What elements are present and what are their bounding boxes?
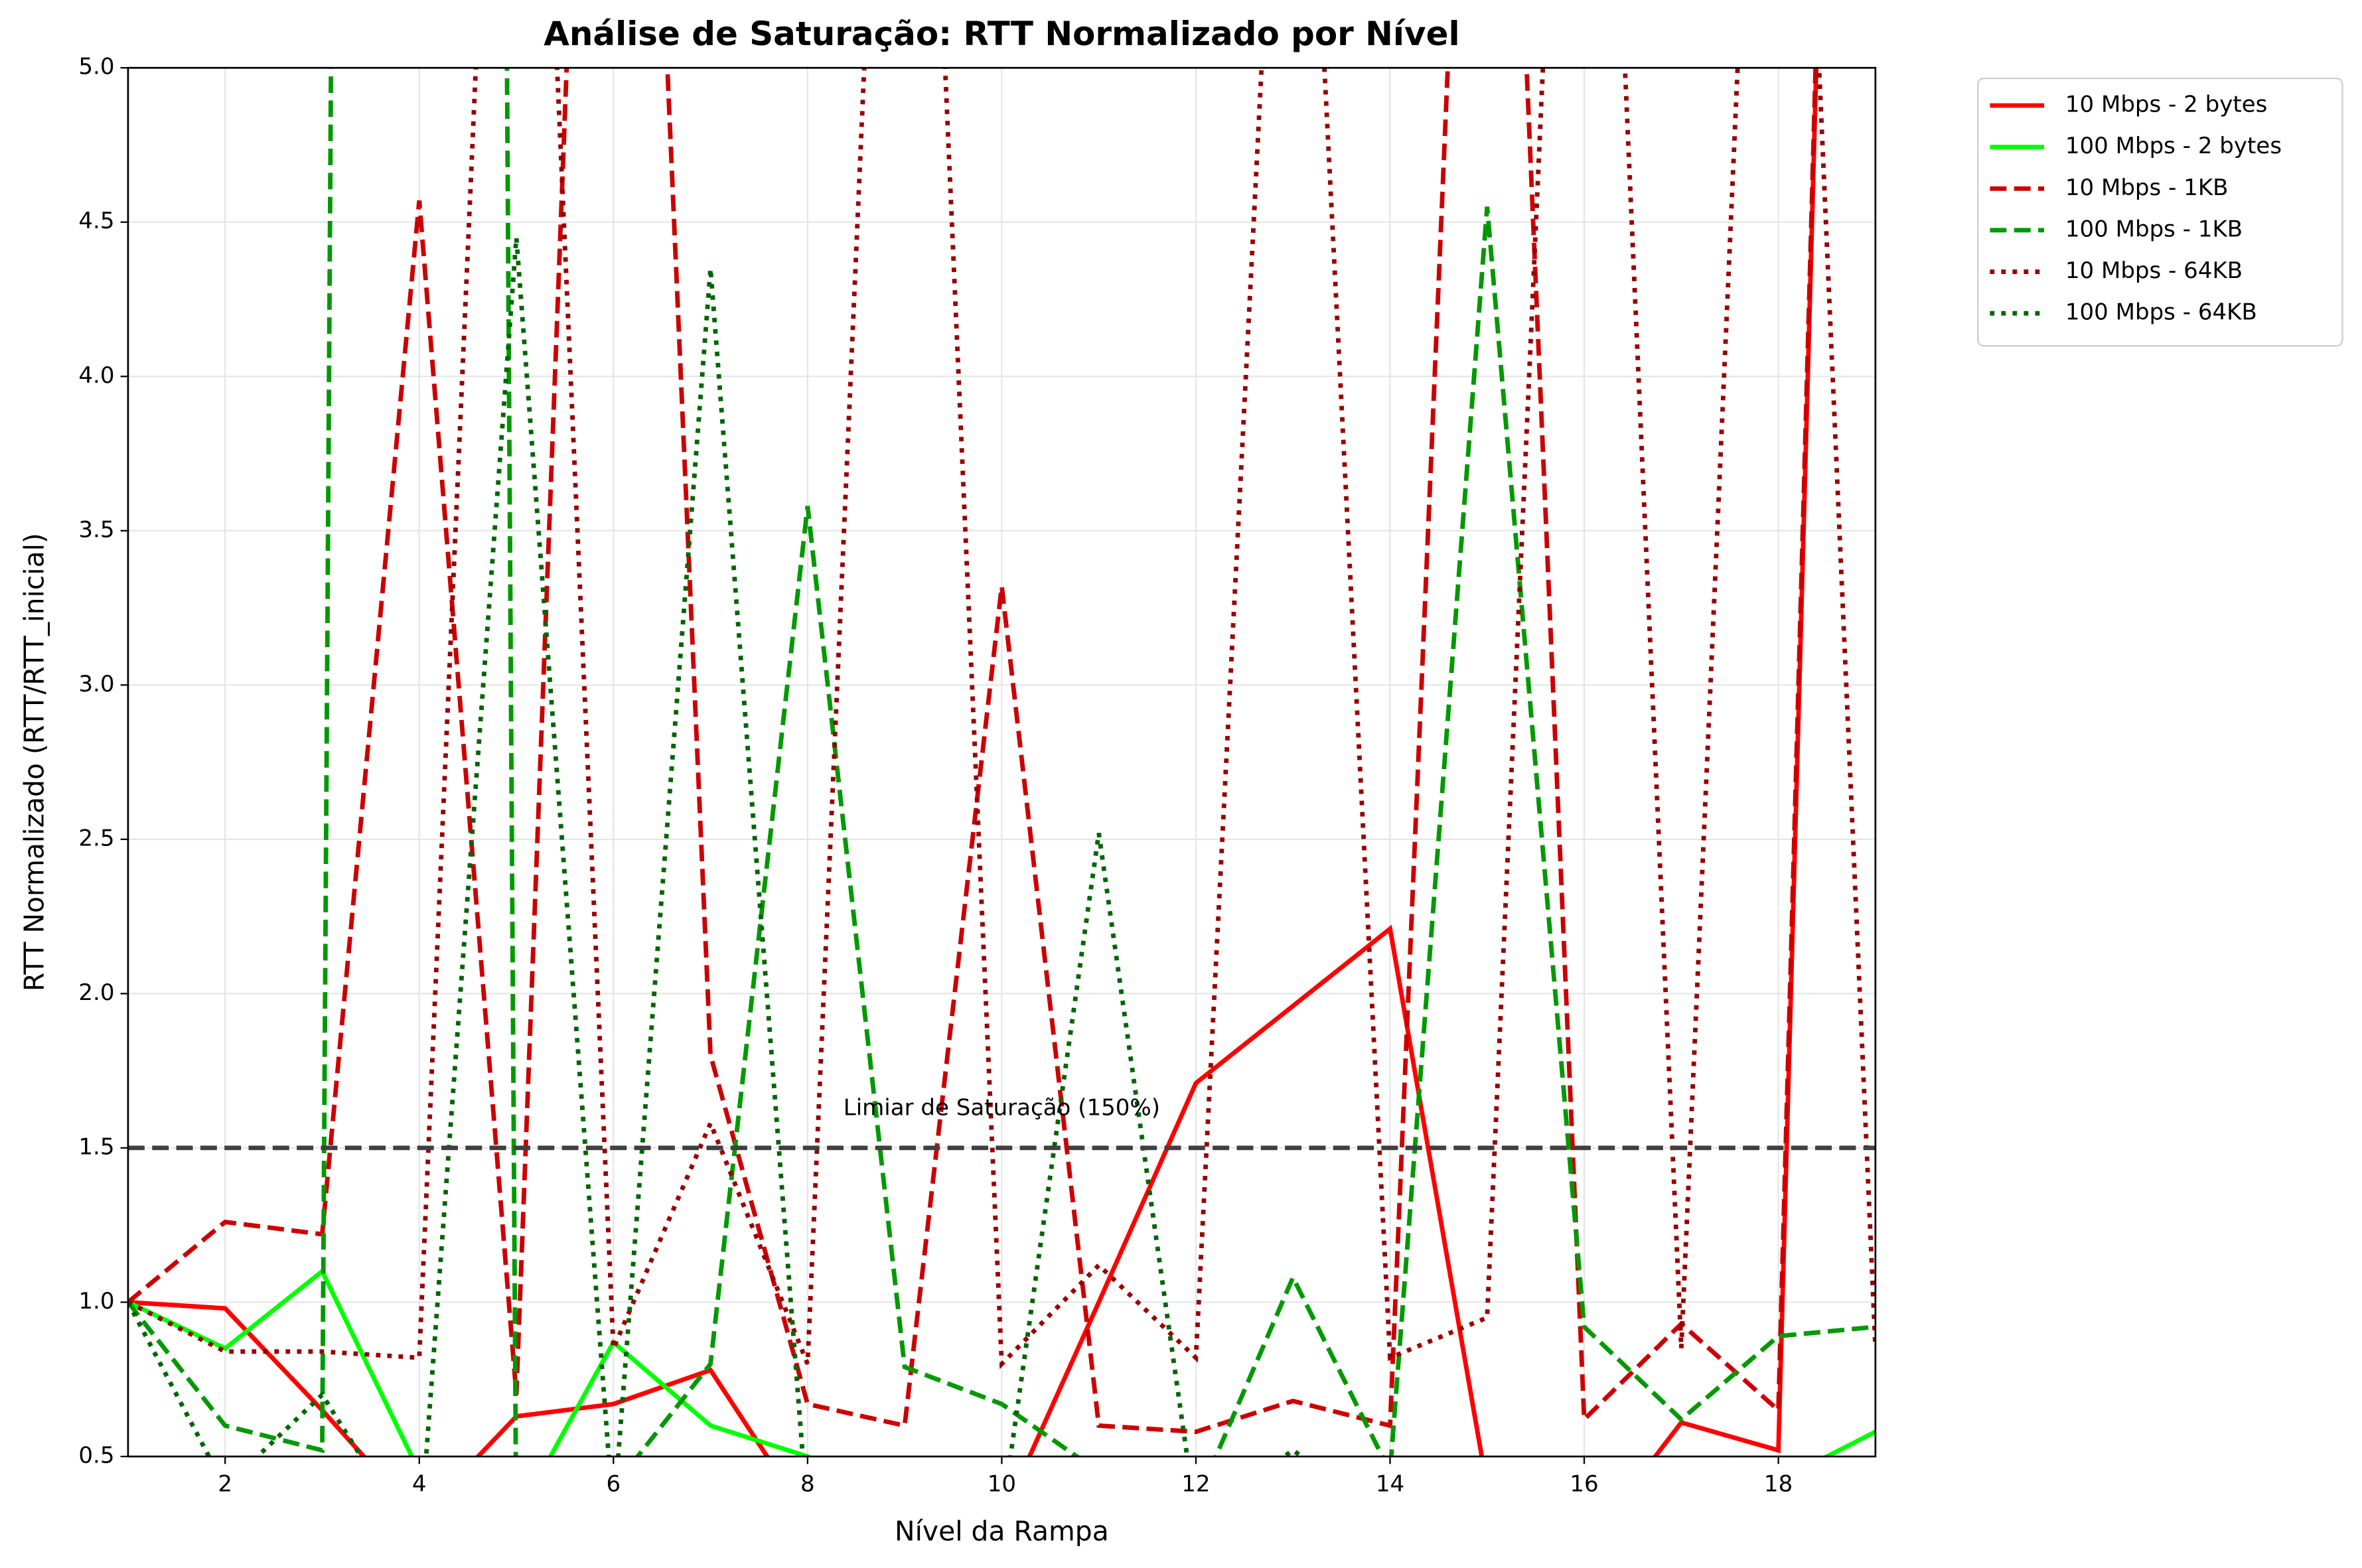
y-tick-label: 4.0 (78, 362, 114, 389)
legend-box (1977, 77, 2343, 347)
x-tick-label: 14 (1376, 1471, 1404, 1498)
plot-frame (127, 66, 1877, 1458)
x-tick-label: 4 (412, 1471, 427, 1498)
series-line (127, 68, 1876, 1370)
x-tick-label: 16 (1570, 1471, 1598, 1498)
x-tick-label: 2 (218, 1471, 232, 1498)
y-tick-label: 0.5 (78, 1442, 114, 1468)
legend-label: 100 Mbps - 1KB (2065, 216, 2243, 242)
y-tick-label: 4.5 (78, 208, 114, 234)
y-tick-label: 1.0 (78, 1288, 114, 1315)
x-tick-label: 12 (1181, 1471, 1210, 1498)
series-line (127, 68, 1876, 1457)
legend-label: 10 Mbps - 2 bytes (2065, 91, 2268, 117)
x-tick-label: 6 (606, 1471, 621, 1498)
y-tick-label: 3.0 (78, 671, 114, 697)
threshold-label: Limiar de Saturação (150%) (844, 1094, 1160, 1121)
series-line (127, 68, 1818, 1435)
legend-label: 10 Mbps - 64KB (2065, 257, 2243, 284)
x-tick-label: 8 (800, 1471, 815, 1498)
legend-label: 100 Mbps - 64KB (2065, 299, 2257, 326)
chart-title: Análise de Saturação: RTT Normalizado po… (544, 15, 1459, 53)
y-axis-label: RTT Normalizado (RTT/RTT_inicial) (18, 533, 50, 991)
legend-label: 100 Mbps - 2 bytes (2065, 133, 2282, 159)
y-tick-label: 2.0 (78, 979, 114, 1006)
y-tick-label: 1.5 (78, 1133, 114, 1160)
plot-lines (127, 68, 1876, 1457)
x-tick-label: 10 (988, 1471, 1016, 1498)
y-tick-label: 3.5 (78, 516, 114, 543)
x-axis-label: Nível da Rampa (895, 1516, 1109, 1547)
y-tick-label: 5.0 (78, 54, 114, 80)
legend-label: 10 Mbps - 1KB (2065, 175, 2229, 201)
y-tick-label: 2.5 (78, 825, 114, 851)
x-tick-label: 18 (1764, 1471, 1793, 1498)
